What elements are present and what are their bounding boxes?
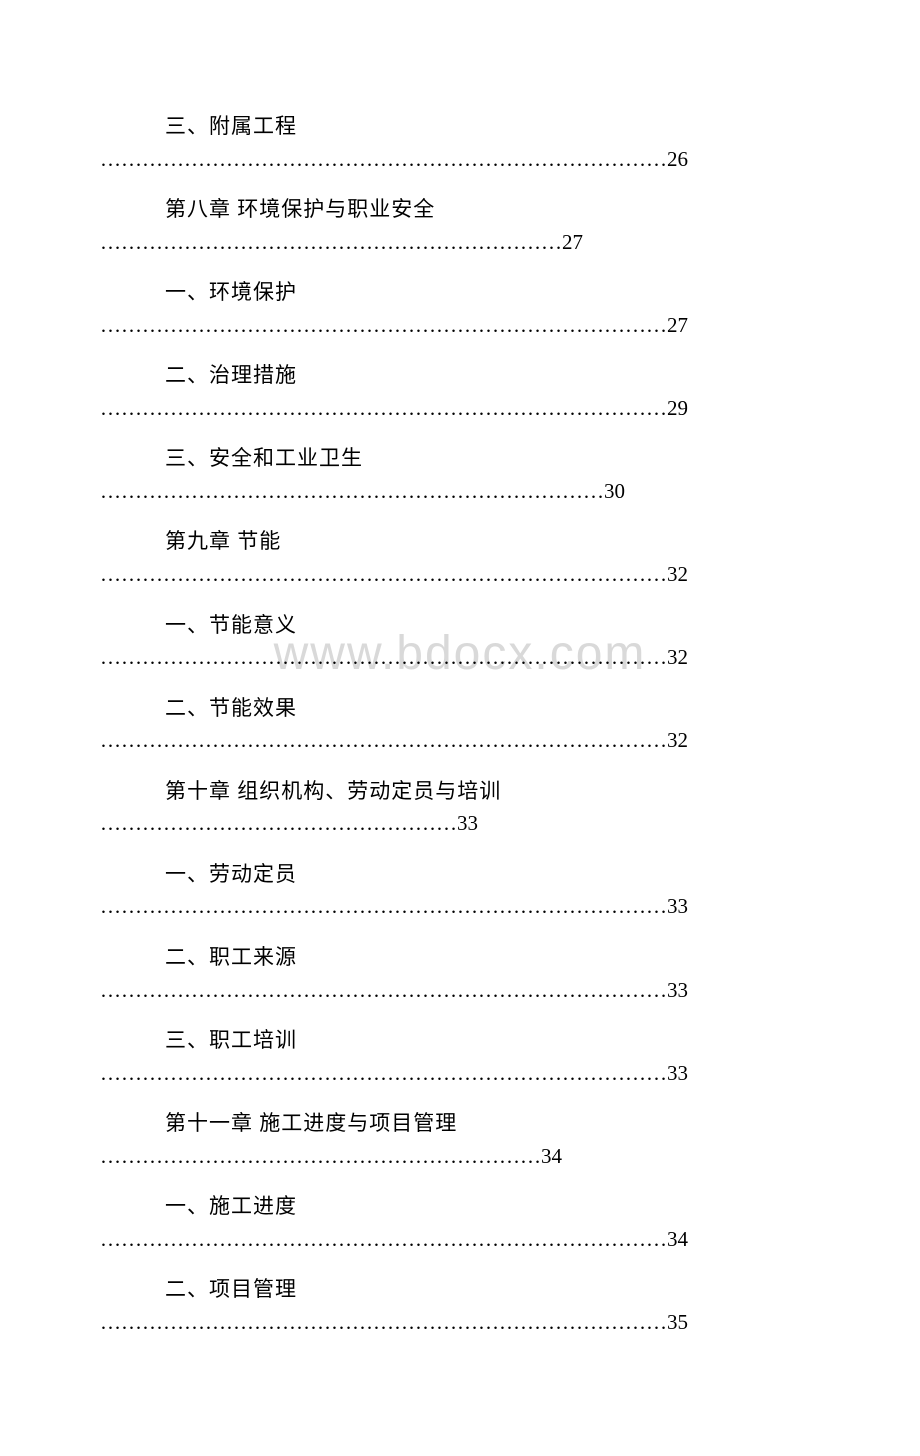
toc-entry: 一、施工进度 ………………………………………………………………………34 (100, 1190, 820, 1255)
toc-page-number: 29 (667, 396, 688, 420)
toc-entry: 三、职工培训 ………………………………………………………………………33 (100, 1024, 820, 1089)
toc-page-number: 27 (562, 230, 583, 254)
toc-entry: 第九章 节能 ………………………………………………………………………32 (100, 525, 820, 590)
toc-page-number: 30 (604, 479, 625, 503)
toc-leader: ……………………………………………33 (100, 808, 820, 840)
toc-title: 一、环境保护 (100, 276, 820, 310)
toc-title: 第十一章 施工进度与项目管理 (100, 1107, 820, 1141)
toc-leader: ………………………………………………………………………33 (100, 975, 820, 1007)
toc-leader: ………………………………………………………………………33 (100, 891, 820, 923)
toc-leader: ………………………………………………………………30 (100, 476, 820, 508)
toc-title: 二、治理措施 (100, 359, 820, 393)
toc-leader: ………………………………………………………………………32 (100, 725, 820, 757)
toc-page-number: 34 (667, 1227, 688, 1251)
toc-entry: 第十章 组织机构、劳动定员与培训 ……………………………………………33 (100, 775, 820, 840)
toc-page-number: 33 (667, 978, 688, 1002)
toc-title: 第八章 环境保护与职业安全 (100, 193, 820, 227)
toc-leader: ………………………………………………………………………32 (100, 559, 820, 591)
toc-title: 三、附属工程 (100, 110, 820, 144)
toc-title: 三、安全和工业卫生 (100, 442, 820, 476)
page-container: 三、附属工程 ………………………………………………………………………26 第八章… (0, 0, 920, 1456)
toc-page-number: 27 (667, 313, 688, 337)
toc-page-number: 35 (667, 1310, 688, 1334)
toc-entry: 二、项目管理 ………………………………………………………………………35 (100, 1273, 820, 1338)
toc-page-number: 32 (667, 728, 688, 752)
toc-page-number: 33 (667, 1061, 688, 1085)
toc-leader: ………………………………………………………………………27 (100, 310, 820, 342)
toc-title: 三、职工培训 (100, 1024, 820, 1058)
toc-page-number: 26 (667, 147, 688, 171)
toc-leader: …………………………………………………………27 (100, 227, 820, 259)
toc-entry: 一、环境保护 ………………………………………………………………………27 (100, 276, 820, 341)
toc-leader: ………………………………………………………………………34 (100, 1224, 820, 1256)
toc-entry: 二、职工来源 ………………………………………………………………………33 (100, 941, 820, 1006)
toc-page-number: 32 (667, 562, 688, 586)
toc-entry: 三、附属工程 ………………………………………………………………………26 (100, 110, 820, 175)
toc-title: 第九章 节能 (100, 525, 820, 559)
toc-title: 一、施工进度 (100, 1190, 820, 1224)
toc-entry: 二、节能效果 ………………………………………………………………………32 (100, 692, 820, 757)
toc-leader: ………………………………………………………………………33 (100, 1058, 820, 1090)
toc-leader: ………………………………………………………34 (100, 1141, 820, 1173)
toc-entry: 第十一章 施工进度与项目管理 ………………………………………………………34 (100, 1107, 820, 1172)
toc-title: 一、劳动定员 (100, 858, 820, 892)
toc-title: 第十章 组织机构、劳动定员与培训 (100, 775, 820, 809)
toc-entry: 二、治理措施 ………………………………………………………………………29 (100, 359, 820, 424)
toc-entry: 一、节能意义 ………………………………………………………………………32 (100, 609, 820, 674)
toc-leader: ………………………………………………………………………26 (100, 144, 820, 176)
toc-leader: ………………………………………………………………………32 (100, 642, 820, 674)
toc-leader: ………………………………………………………………………35 (100, 1307, 820, 1339)
toc-leader: ………………………………………………………………………29 (100, 393, 820, 425)
toc-title: 二、职工来源 (100, 941, 820, 975)
toc-page-number: 33 (457, 811, 478, 835)
toc-page-number: 33 (667, 894, 688, 918)
toc-title: 一、节能意义 (100, 609, 820, 643)
toc-entry: 第八章 环境保护与职业安全 …………………………………………………………27 (100, 193, 820, 258)
toc-page-number: 32 (667, 645, 688, 669)
toc-title: 二、节能效果 (100, 692, 820, 726)
toc-entry: 三、安全和工业卫生 ………………………………………………………………30 (100, 442, 820, 507)
toc-page-number: 34 (541, 1144, 562, 1168)
toc-content: 三、附属工程 ………………………………………………………………………26 第八章… (100, 110, 820, 1338)
toc-entry: 一、劳动定员 ………………………………………………………………………33 (100, 858, 820, 923)
